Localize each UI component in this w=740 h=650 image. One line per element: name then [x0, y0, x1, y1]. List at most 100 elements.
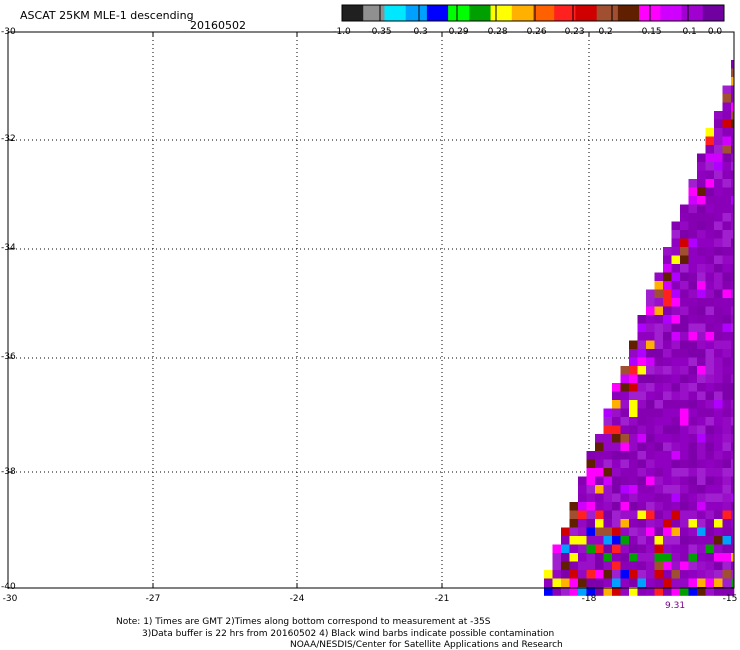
data-cell	[671, 383, 681, 392]
data-cell	[714, 213, 723, 222]
data-cell	[705, 230, 715, 239]
data-cell	[697, 391, 706, 401]
data-cell	[731, 561, 735, 571]
data-cell	[637, 417, 647, 426]
data-cell	[629, 383, 638, 392]
data-cell	[697, 502, 706, 511]
data-cell	[586, 485, 596, 494]
data-cell	[697, 315, 706, 324]
data-cell	[697, 425, 706, 435]
data-cell	[697, 298, 706, 307]
data-cell	[569, 587, 579, 596]
data-cell	[680, 289, 689, 299]
data-cell	[714, 561, 723, 571]
colorbar-swatch	[384, 5, 407, 21]
data-cell	[722, 544, 732, 554]
data-cell	[731, 68, 735, 78]
data-cell	[663, 349, 672, 358]
data-cell	[663, 459, 672, 469]
data-cell	[620, 519, 630, 528]
data-cell	[688, 281, 698, 290]
data-cell	[705, 391, 715, 401]
data-cell	[688, 493, 698, 503]
data-cell	[714, 238, 723, 248]
data-cell	[569, 578, 579, 588]
data-cell	[595, 544, 604, 554]
data-cell	[705, 145, 715, 154]
data-cell	[722, 247, 732, 256]
data-cell	[595, 578, 604, 588]
data-cell	[612, 425, 621, 435]
colorbar-swatch	[342, 5, 364, 21]
data-cell	[697, 578, 706, 588]
data-cell	[629, 570, 638, 579]
data-cell	[671, 578, 681, 588]
data-cell	[731, 485, 735, 494]
data-cell	[722, 587, 732, 596]
data-cell	[697, 510, 706, 520]
data-cell	[731, 578, 735, 588]
data-cell	[680, 340, 689, 350]
data-cell	[680, 485, 689, 494]
data-cell	[637, 374, 647, 384]
data-cell	[714, 553, 723, 562]
data-cell	[722, 306, 732, 316]
data-cell	[722, 238, 732, 248]
data-cell	[705, 578, 715, 588]
data-cell	[680, 519, 689, 528]
data-cell	[654, 493, 664, 503]
data-cell	[654, 281, 664, 290]
data-cell	[705, 281, 715, 290]
data-cell	[629, 425, 638, 435]
colorbar-swatch	[405, 5, 428, 21]
data-cell	[688, 476, 698, 486]
data-cell	[697, 519, 706, 528]
data-cell	[705, 213, 715, 222]
data-cell	[714, 442, 723, 452]
data-cell	[629, 349, 638, 358]
data-cell	[671, 417, 681, 426]
data-cell	[637, 502, 647, 511]
data-cell	[697, 349, 706, 358]
data-cell	[722, 332, 732, 341]
note-line-3: NOAA/NESDIS/Center for Satellite Applica…	[290, 640, 563, 650]
data-cell	[646, 366, 655, 375]
data-cell	[654, 459, 664, 469]
data-cell	[722, 383, 732, 392]
data-cell	[688, 221, 698, 231]
data-cell	[646, 434, 655, 443]
data-cell	[569, 510, 579, 520]
data-cell	[612, 417, 621, 426]
data-cell	[714, 485, 723, 494]
data-cell	[697, 272, 706, 282]
data-cell	[561, 553, 570, 562]
data-cell	[688, 544, 698, 554]
data-cell	[578, 570, 587, 579]
data-cell	[722, 255, 732, 265]
data-cell	[722, 425, 732, 435]
data-cell	[705, 527, 715, 537]
data-cell	[697, 374, 706, 384]
data-cell	[637, 578, 647, 588]
data-cell	[552, 587, 562, 596]
data-cell	[612, 519, 621, 528]
data-cell	[714, 536, 723, 545]
data-cell	[731, 77, 735, 86]
data-cell	[612, 493, 621, 503]
data-cell	[705, 298, 715, 307]
data-cell	[731, 315, 735, 324]
data-cell	[722, 298, 732, 307]
data-cell	[620, 553, 630, 562]
data-cell	[731, 264, 735, 273]
data-cell	[731, 153, 735, 163]
data-cell	[671, 221, 681, 231]
data-cell	[663, 570, 672, 579]
lon-label: -30	[2, 594, 18, 604]
data-cell	[612, 434, 621, 443]
data-cell	[705, 153, 715, 163]
data-cell	[654, 485, 664, 494]
data-cell	[654, 434, 664, 443]
data-cell	[654, 366, 664, 375]
data-cell	[654, 272, 664, 282]
data-cell	[569, 536, 579, 545]
